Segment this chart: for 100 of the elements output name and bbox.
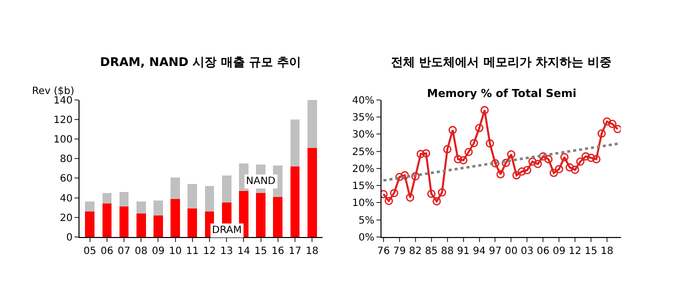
point	[422, 149, 430, 158]
y-axis-title: Rev ($b)	[32, 86, 74, 97]
point	[416, 150, 425, 158]
bar	[222, 175, 232, 203]
point	[464, 148, 473, 156]
point	[608, 120, 616, 128]
y-tick-label: 140	[54, 95, 73, 106]
bar	[136, 202, 146, 214]
point	[427, 190, 436, 198]
x-tick-label: 18	[600, 246, 614, 257]
point	[491, 159, 500, 168]
bar	[85, 202, 95, 212]
bar	[136, 213, 146, 237]
x-tick-label: 85	[425, 246, 438, 257]
bar	[188, 208, 198, 237]
point	[448, 126, 457, 134]
x-tick-label: 79	[393, 246, 406, 257]
x-tick-label: 76	[377, 246, 390, 257]
x-tick-label: 97	[488, 246, 502, 257]
x-tick-label: 06	[536, 246, 550, 257]
bar	[307, 100, 317, 148]
bar	[273, 196, 283, 237]
x-tick-label: 15	[584, 246, 598, 257]
point	[454, 155, 462, 164]
x-tick-label: 13	[220, 246, 233, 257]
point	[602, 117, 612, 126]
bar	[102, 204, 112, 237]
y-tick-label: 25%	[352, 146, 374, 158]
y-tick-label: 20	[60, 212, 73, 224]
annotation: DRAM	[212, 225, 242, 236]
point	[459, 156, 468, 164]
x-tick-label: 17	[288, 246, 302, 257]
x-tick-label: 03	[520, 246, 534, 257]
x-tick-label: 14	[237, 246, 250, 257]
x-tick-label: 08	[134, 246, 148, 257]
bar	[119, 192, 129, 207]
x-tick-label: 09	[152, 246, 165, 257]
point	[586, 154, 596, 162]
y-tick-label: 80	[60, 154, 73, 166]
point	[560, 152, 569, 162]
point	[582, 152, 590, 161]
point	[406, 193, 414, 202]
point	[592, 155, 600, 164]
bar	[85, 212, 95, 237]
point	[613, 124, 621, 134]
annotation: NAND	[246, 176, 276, 187]
y-tick-label: 30%	[352, 130, 374, 141]
x-tick-label: 07	[118, 246, 130, 257]
x-tick-label: 06	[100, 246, 114, 257]
point	[550, 168, 558, 178]
point	[523, 166, 532, 174]
point	[507, 150, 516, 159]
point	[566, 163, 574, 172]
y-tick-label: 100	[54, 134, 73, 146]
chart-subtitle: Memory % of Total Semi	[427, 87, 576, 100]
y-tick-label: 10%	[352, 198, 374, 210]
bar	[170, 177, 180, 199]
point	[538, 152, 548, 161]
point	[554, 164, 564, 174]
point	[411, 172, 420, 180]
point	[395, 172, 404, 182]
point	[384, 196, 393, 206]
bar	[188, 184, 198, 209]
x-tick-label: 10	[168, 246, 182, 257]
point	[475, 124, 484, 132]
x-tick-label: 16	[272, 246, 284, 257]
point	[597, 129, 606, 138]
bar	[102, 192, 112, 204]
point	[544, 155, 553, 164]
y-tick-label: 0	[66, 232, 73, 244]
point	[470, 138, 478, 148]
y-tick-label: 15%	[352, 181, 374, 192]
point	[496, 170, 505, 178]
chart-title: DRAM, NAND 시장 매출 규모 추이	[100, 55, 302, 69]
bar	[256, 192, 266, 237]
x-tick-label: 15	[254, 246, 268, 257]
x-tick-label: 09	[552, 246, 566, 257]
bar	[154, 200, 163, 216]
point	[438, 188, 446, 197]
y-tick-label: 20%	[352, 164, 374, 175]
y-tick-label: 35%	[352, 112, 374, 124]
x-tick-label: 12	[203, 246, 216, 257]
y-tick-label: 40	[60, 193, 73, 204]
chart-title: 전체 반도체에서 메모리가 차지하는 비중	[391, 55, 612, 69]
point	[534, 160, 542, 168]
x-tick-label: 91	[456, 246, 470, 257]
point	[502, 158, 510, 168]
bar	[290, 120, 300, 166]
point	[576, 157, 585, 166]
x-tick-label: 82	[409, 246, 422, 257]
y-tick-label: 60	[60, 174, 73, 185]
x-tick-label: 18	[306, 246, 318, 257]
point	[480, 106, 489, 114]
x-tick-label: 12	[568, 246, 582, 257]
bar	[290, 166, 300, 237]
point	[432, 197, 441, 206]
bar	[204, 186, 214, 212]
y-tick-label: 120	[54, 115, 73, 126]
point	[443, 145, 452, 154]
bar	[119, 206, 129, 237]
